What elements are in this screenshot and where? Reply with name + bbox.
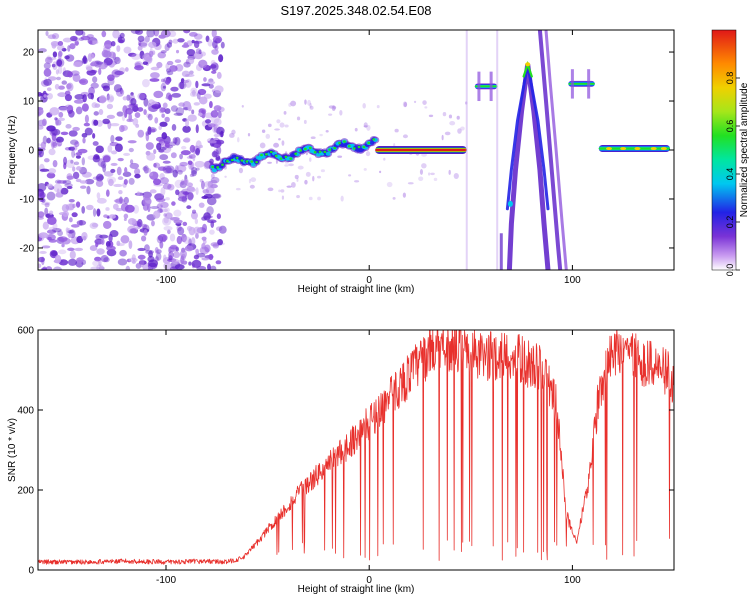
snr-background xyxy=(38,330,674,570)
x-tick-label: 0 xyxy=(366,575,372,586)
y-tick-label: 600 xyxy=(17,326,34,337)
colorbar-tick-label: 0.6 xyxy=(725,120,735,133)
colorbar-frame xyxy=(711,29,737,271)
snr-x-label: Height of straight line (km) xyxy=(298,584,415,595)
spectrogram-y-axis: -20 -10 0 10 20 xyxy=(20,48,674,254)
y-tick-label: -10 xyxy=(20,194,35,205)
y-tick-label: 0 xyxy=(28,566,34,577)
snr-series-line xyxy=(38,330,674,565)
colorbar-tick-label: 0.4 xyxy=(725,168,735,181)
colorbar-ticks: 0.0 0.2 0.4 0.6 0.8 xyxy=(725,72,740,277)
colorbar-tick-label: 0.8 xyxy=(725,72,735,85)
y-tick-label: 400 xyxy=(17,406,34,417)
snr-panel: -100 0 100 0 200 400 600 Height of straight l… xyxy=(7,326,675,595)
colorbar: 0.0 0.2 0.4 0.6 0.8 Normalized spectral ampl… xyxy=(711,29,750,277)
y-tick-label: 10 xyxy=(23,97,35,108)
snr-x-axis: -100 0 100 xyxy=(156,330,581,586)
x-tick-label: 100 xyxy=(564,575,581,586)
colorbar-tick-label: 0.2 xyxy=(725,216,735,229)
spectrogram-image xyxy=(38,30,670,270)
x-tick-label: -100 xyxy=(156,575,176,586)
x-tick-label: 0 xyxy=(366,275,372,286)
colorbar-label: Normalized spectral amplitude xyxy=(739,82,750,217)
x-tick-label: -100 xyxy=(156,275,176,286)
spectrogram-y-label: Frequency (Hz) xyxy=(7,116,18,185)
y-tick-label: 20 xyxy=(23,48,35,59)
snr-frame xyxy=(37,329,675,571)
colorbar-tick-label: 0.0 xyxy=(725,264,735,277)
x-tick-label: 100 xyxy=(564,275,581,286)
colorbar-gradient xyxy=(712,30,736,270)
spectrogram-x-axis: -100 0 100 xyxy=(156,30,581,286)
y-tick-label: -20 xyxy=(20,243,35,254)
y-tick-label: 0 xyxy=(28,146,34,157)
snr-y-axis: 0 200 400 600 xyxy=(17,326,674,577)
spectrogram-x-label: Height of straight line (km) xyxy=(298,284,415,295)
snr-y-label: SNR (10 * v/v) xyxy=(7,418,18,482)
y-tick-label: 200 xyxy=(17,486,34,497)
figure-title: S197.2025.348.02.54.E08 xyxy=(280,3,431,18)
